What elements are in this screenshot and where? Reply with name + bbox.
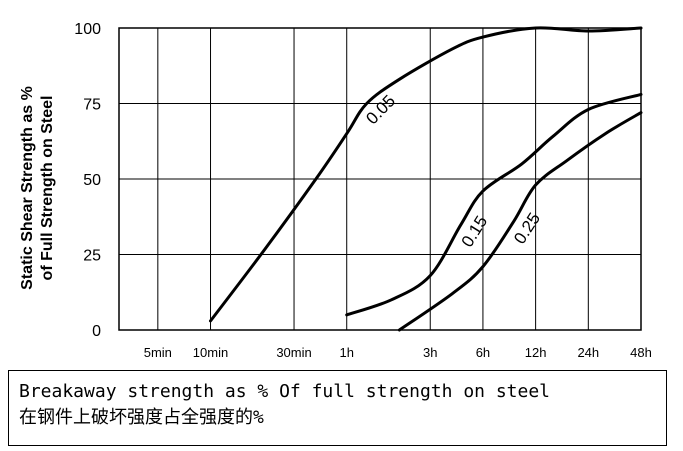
caption-english: Breakaway strength as % Of full strength… xyxy=(19,381,551,402)
y-tick-label: 75 xyxy=(83,97,101,114)
y-axis-title-line2: of Full Strength on Steel xyxy=(39,96,56,281)
y-tick-labels: 0 25 50 75 100 xyxy=(74,21,101,340)
y-tick-label: 50 xyxy=(83,172,101,189)
x-tick-label: 10min xyxy=(193,345,228,360)
series-line-0.05 xyxy=(209,26,643,323)
y-axis-title: Static Shear Strength as % of Full Stren… xyxy=(19,86,56,290)
y-tick-label: 100 xyxy=(74,21,101,38)
grid xyxy=(119,28,641,330)
x-tick-label: 5min xyxy=(144,345,172,360)
x-tick-label: 30min xyxy=(276,345,311,360)
x-tick-label: 24h xyxy=(577,345,599,360)
series-lines xyxy=(209,26,643,332)
x-tick-label: 6h xyxy=(476,345,490,360)
x-tick-label: 3h xyxy=(423,345,437,360)
caption-chinese: 在钢件上破坏强度占全强度的% xyxy=(19,407,264,428)
y-tick-label: 25 xyxy=(83,248,101,265)
x-tick-label: 12h xyxy=(525,345,547,360)
y-axis-title-line1: Static Shear Strength as % xyxy=(19,86,36,290)
caption-box: Breakaway strength as % Of full strength… xyxy=(8,370,667,446)
x-tick-label: 1h xyxy=(339,345,353,360)
chart: 0 25 50 75 100 5min 10min 30min 1h 3h 6h 12h 24h 48h… xyxy=(19,21,652,360)
x-tick-labels: 5min 10min 30min 1h 3h 6h 12h 24h 48h xyxy=(144,345,652,360)
series-line-0.25 xyxy=(397,111,643,332)
series-line-0.15 xyxy=(345,92,643,317)
x-tick-label: 48h xyxy=(630,345,652,360)
y-tick-label: 0 xyxy=(92,323,101,340)
